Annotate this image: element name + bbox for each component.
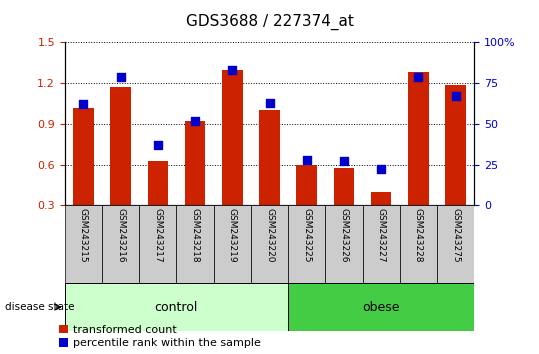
Bar [363, 205, 400, 283]
Text: GSM243220: GSM243220 [265, 208, 274, 262]
Point [228, 67, 237, 73]
Text: control: control [155, 301, 198, 314]
Bar [213, 205, 251, 283]
Text: GSM243218: GSM243218 [190, 208, 199, 262]
Text: GSM243219: GSM243219 [228, 208, 237, 262]
Bar [65, 205, 102, 283]
Bar [65, 283, 288, 331]
Bar [288, 283, 474, 331]
Bar [148, 161, 168, 205]
Text: GSM243275: GSM243275 [451, 208, 460, 262]
Bar [222, 70, 243, 205]
Point [377, 167, 385, 172]
Point [191, 118, 199, 124]
Point [154, 142, 162, 148]
Bar [400, 205, 437, 283]
Bar [259, 110, 280, 205]
Text: GSM243217: GSM243217 [153, 208, 162, 262]
Bar [334, 168, 354, 205]
Bar [110, 87, 131, 205]
Bar [185, 121, 205, 205]
Bar [176, 205, 213, 283]
Text: GSM243216: GSM243216 [116, 208, 125, 262]
Bar [371, 192, 391, 205]
Point [116, 74, 125, 80]
Bar [288, 205, 326, 283]
Text: GSM243225: GSM243225 [302, 208, 311, 262]
Bar [326, 205, 363, 283]
Point [265, 100, 274, 105]
Point [451, 93, 460, 99]
Bar [296, 165, 317, 205]
Text: GDS3688 / 227374_at: GDS3688 / 227374_at [185, 14, 354, 30]
Legend: transformed count, percentile rank within the sample: transformed count, percentile rank withi… [59, 325, 261, 348]
Text: GSM243227: GSM243227 [377, 208, 386, 262]
Point [302, 157, 311, 162]
Point [79, 102, 88, 107]
Point [340, 159, 348, 164]
Bar [251, 205, 288, 283]
Bar [445, 85, 466, 205]
Bar [437, 205, 474, 283]
Text: disease state: disease state [5, 302, 75, 312]
Bar [102, 205, 139, 283]
Bar [408, 72, 429, 205]
Text: GSM243228: GSM243228 [414, 208, 423, 262]
Text: GSM243215: GSM243215 [79, 208, 88, 262]
Text: obese: obese [362, 301, 400, 314]
Bar [73, 108, 94, 205]
Text: GSM243226: GSM243226 [340, 208, 349, 262]
Point [414, 74, 423, 80]
Bar [139, 205, 176, 283]
